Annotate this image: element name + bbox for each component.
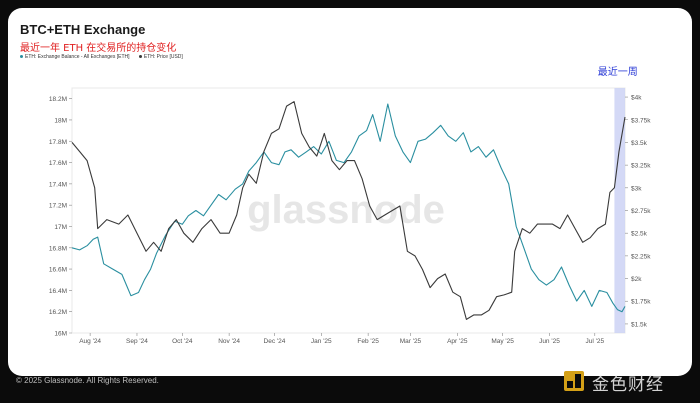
copyright-footer: © 2025 Glassnode. All Rights Reserved.: [16, 376, 159, 385]
watermark-text: glassnode: [247, 188, 445, 232]
y-right-tick-label: $3.25k: [631, 163, 651, 170]
x-tick-label: Dec '24: [264, 338, 286, 345]
series-line-exchange-balance: [71, 103, 626, 313]
line-chart: 最近一周 glassnode 16M 16.2M 16.4M 16.6M 16.8M 17M 1…: [49, 65, 651, 345]
y-right-tick-label: $3.5k: [631, 140, 648, 147]
brand-mark-icon: [564, 371, 584, 391]
y-left-tick-label: 16.2M: [49, 309, 67, 316]
legend-label-price: ETH: Price [USD]: [143, 54, 183, 60]
chart-subtitle: 最近一年 ETH 在交易所的持仓变化: [20, 43, 177, 54]
x-tick-label: Nov '24: [218, 338, 240, 345]
x-tick-label: Aug '24: [79, 338, 101, 345]
x-tick-label: Sep '24: [126, 338, 148, 345]
y-left-tick-label: 16.8M: [49, 245, 67, 252]
y-left-tick-label: 18M: [54, 117, 67, 124]
y-left-tick-label: 17.8M: [49, 139, 67, 146]
x-tick-label: Feb '25: [357, 338, 379, 345]
y-left-tick-label: 17.2M: [49, 203, 67, 210]
brand-name: 金色财经: [592, 375, 664, 395]
x-tick-label: Jun '25: [539, 338, 560, 345]
x-tick-label: Jul '25: [585, 338, 604, 345]
legend-swatch-balance: [20, 55, 23, 59]
y-left-tick-label: 16.6M: [49, 267, 67, 274]
y-right-tick-label: $2.25k: [631, 253, 651, 260]
series-line-eth-price: [71, 101, 626, 320]
x-tick-label: Apr '25: [447, 338, 468, 345]
highlight-label: 最近一周: [598, 65, 638, 78]
y-left-tick-label: 17.4M: [49, 181, 67, 188]
y-right-tick-label: $3k: [631, 185, 642, 192]
y-right-tick-label: $4k: [631, 95, 642, 102]
legend-swatch-price: [138, 55, 142, 59]
highlight-band: [614, 88, 625, 333]
y-left-tick-label: 18.2M: [49, 96, 67, 103]
legend-item-balance: ETH: Exchange Balance - All Exchanges [E…: [20, 54, 130, 60]
x-tick-label: Oct '24: [172, 338, 193, 345]
x-tick-label: Mar '25: [400, 338, 422, 345]
y-right-tick-label: $2.5k: [631, 231, 648, 238]
legend-label-balance: ETH: Exchange Balance - All Exchanges [E…: [25, 54, 130, 60]
x-tick-label: May '25: [491, 338, 514, 345]
chart-card: BTC+ETH Exchange 最近一年 ETH 在交易所的持仓变化 ETH:…: [8, 8, 692, 376]
y-left-tick-label: 16M: [54, 331, 67, 338]
y-right-tick-label: $3.75k: [631, 117, 651, 124]
chart-legend: ETH: Exchange Balance - All Exchanges [E…: [20, 54, 191, 60]
legend-item-price: ETH: Price [USD]: [138, 54, 183, 60]
x-tick-label: Jan '25: [311, 338, 332, 345]
brand-logo: 金色财经: [562, 367, 696, 395]
y-right-tick-label: $1.75k: [631, 299, 651, 306]
y-left-tick-label: 17M: [54, 224, 67, 231]
chart-title: BTC+ETH Exchange: [20, 22, 146, 37]
y-right-tick-label: $2k: [631, 276, 642, 283]
y-left-tick-label: 17.6M: [49, 160, 67, 167]
y-right-tick-label: $2.75k: [631, 208, 651, 215]
y-left-tick-label: 16.4M: [49, 288, 67, 295]
y-right-tick-label: $1.5k: [631, 321, 648, 328]
